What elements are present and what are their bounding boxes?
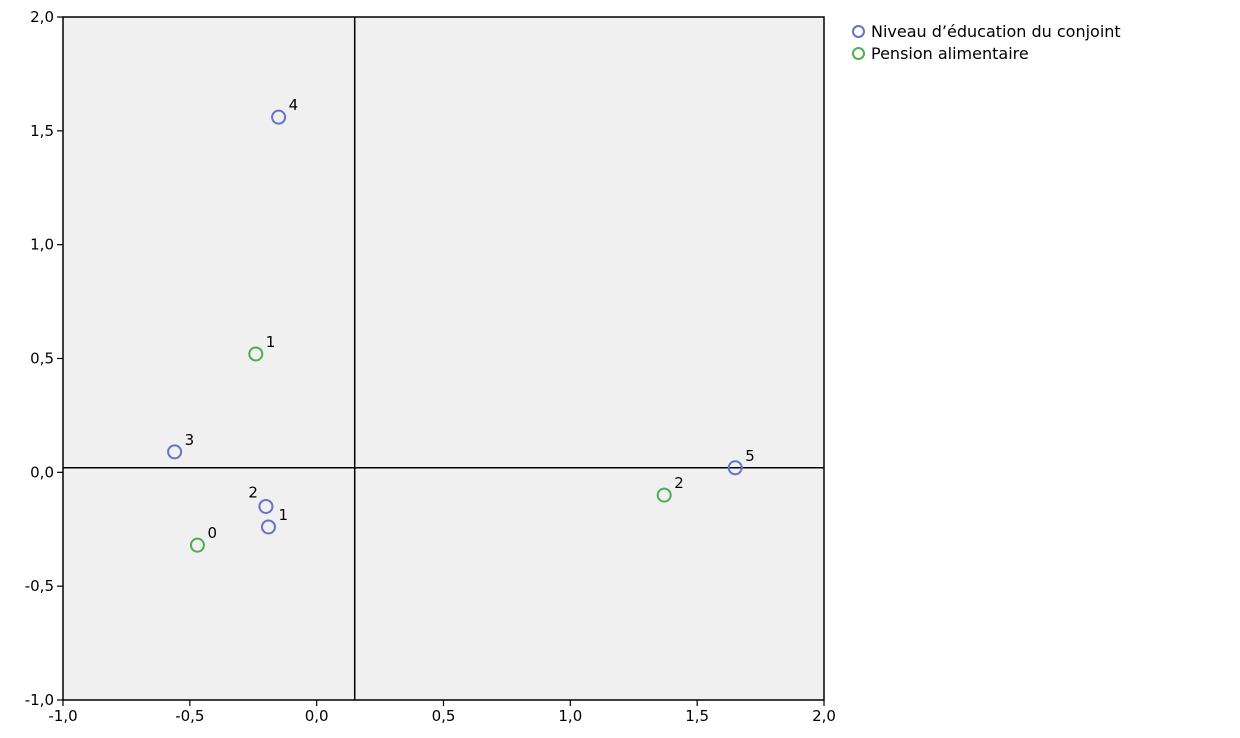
reference-lines bbox=[63, 17, 824, 700]
y-tick-label: 1,5 bbox=[30, 122, 54, 140]
legend-label-pension: Pension alimentaire bbox=[871, 43, 1029, 63]
legend-label-education: Niveau d’éducation du conjoint bbox=[871, 21, 1121, 41]
legend: Niveau d’éducation du conjoint Pension a… bbox=[852, 20, 1121, 64]
data-point bbox=[656, 487, 672, 503]
data-point-label: 1 bbox=[278, 506, 288, 524]
data-point bbox=[271, 109, 287, 125]
y-tick-label: -0,5 bbox=[25, 577, 54, 595]
data-point-label: 0 bbox=[207, 524, 217, 542]
y-tick-label: -1,0 bbox=[25, 691, 54, 709]
x-tick-label: 0,5 bbox=[432, 707, 456, 725]
x-tick-label: 1,5 bbox=[685, 707, 709, 725]
data-point bbox=[167, 444, 183, 460]
plot-area bbox=[62, 16, 825, 701]
data-points: 4 3 2 1 5 1 0 2 bbox=[167, 96, 755, 553]
x-axis: -1,0 -0,5 0,0 0,5 1,0 1,5 2,0 bbox=[48, 700, 836, 725]
legend-marker-pension bbox=[852, 46, 865, 60]
legend-item-pension: Pension alimentaire bbox=[852, 42, 1121, 64]
y-tick-label: 1,0 bbox=[30, 236, 54, 254]
x-tick-label: 1,0 bbox=[558, 707, 582, 725]
data-point-label: 2 bbox=[248, 483, 258, 501]
x-tick-label: -1,0 bbox=[48, 707, 77, 725]
x-tick-label: 0,0 bbox=[305, 707, 329, 725]
y-tick-label: 0,5 bbox=[30, 350, 54, 368]
data-point-label: 1 bbox=[266, 333, 276, 351]
data-point-label: 5 bbox=[745, 447, 755, 465]
data-point bbox=[189, 537, 205, 553]
data-point bbox=[260, 519, 276, 535]
data-point bbox=[727, 460, 743, 476]
x-tick-label: -0,5 bbox=[175, 707, 204, 725]
y-tick-label: 2,0 bbox=[30, 8, 54, 26]
data-point-label: 3 bbox=[185, 431, 195, 449]
data-point-label: 4 bbox=[289, 96, 299, 114]
y-tick-label: 0,0 bbox=[30, 463, 54, 481]
legend-item-education: Niveau d’éducation du conjoint bbox=[852, 20, 1121, 42]
data-point-label: 2 bbox=[674, 474, 684, 492]
legend-marker-education bbox=[852, 24, 865, 38]
y-axis: -1,0 -0,5 0,0 0,5 1,0 1,5 2,0 bbox=[25, 8, 63, 709]
data-point bbox=[258, 498, 274, 514]
data-point bbox=[248, 346, 264, 362]
x-tick-label: 2,0 bbox=[812, 707, 836, 725]
